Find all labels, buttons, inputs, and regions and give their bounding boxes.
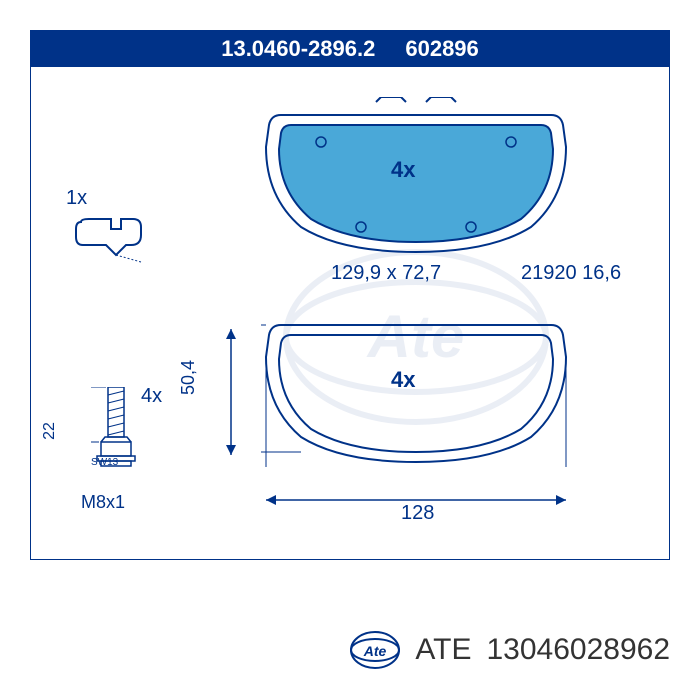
top-pad-quantity: 4x — [391, 157, 415, 183]
footer: Ate ATE 13046028962 — [30, 630, 670, 670]
diagram-container: 13.0460-2896.2 602896 Ate — [30, 30, 670, 560]
top-pad-dimensions: 129,9 x 72,7 — [331, 262, 441, 285]
footer-part-number: 13046028962 — [486, 633, 670, 667]
mounting-bolt — [91, 387, 141, 487]
content-area: Ate 4x 129,9 x 72,7 21920 16,6 — [31, 67, 669, 559]
bottom-brake-pad — [261, 317, 571, 467]
svg-text:Ate: Ate — [363, 643, 387, 659]
part-number-formatted: 13.0460-2896.2 — [221, 36, 375, 62]
retaining-clip — [71, 207, 151, 267]
top-pad-right-code: 21920 16,6 — [521, 262, 621, 285]
bolt-length: 22 — [41, 422, 59, 440]
height-dimension-line — [206, 327, 256, 457]
brand-logo-icon: Ate — [350, 630, 400, 670]
bolt-socket: SW13 — [91, 457, 118, 468]
short-code: 602896 — [405, 36, 478, 62]
bolt-quantity: 4x — [141, 385, 162, 408]
width-value: 128 — [401, 502, 434, 525]
height-value: 50,4 — [178, 360, 199, 395]
footer-brand: ATE — [415, 633, 471, 667]
header-bar: 13.0460-2896.2 602896 — [31, 31, 669, 67]
bolt-thread: M8x1 — [81, 492, 125, 513]
top-brake-pad — [261, 97, 571, 257]
bottom-pad-quantity: 4x — [391, 367, 415, 393]
